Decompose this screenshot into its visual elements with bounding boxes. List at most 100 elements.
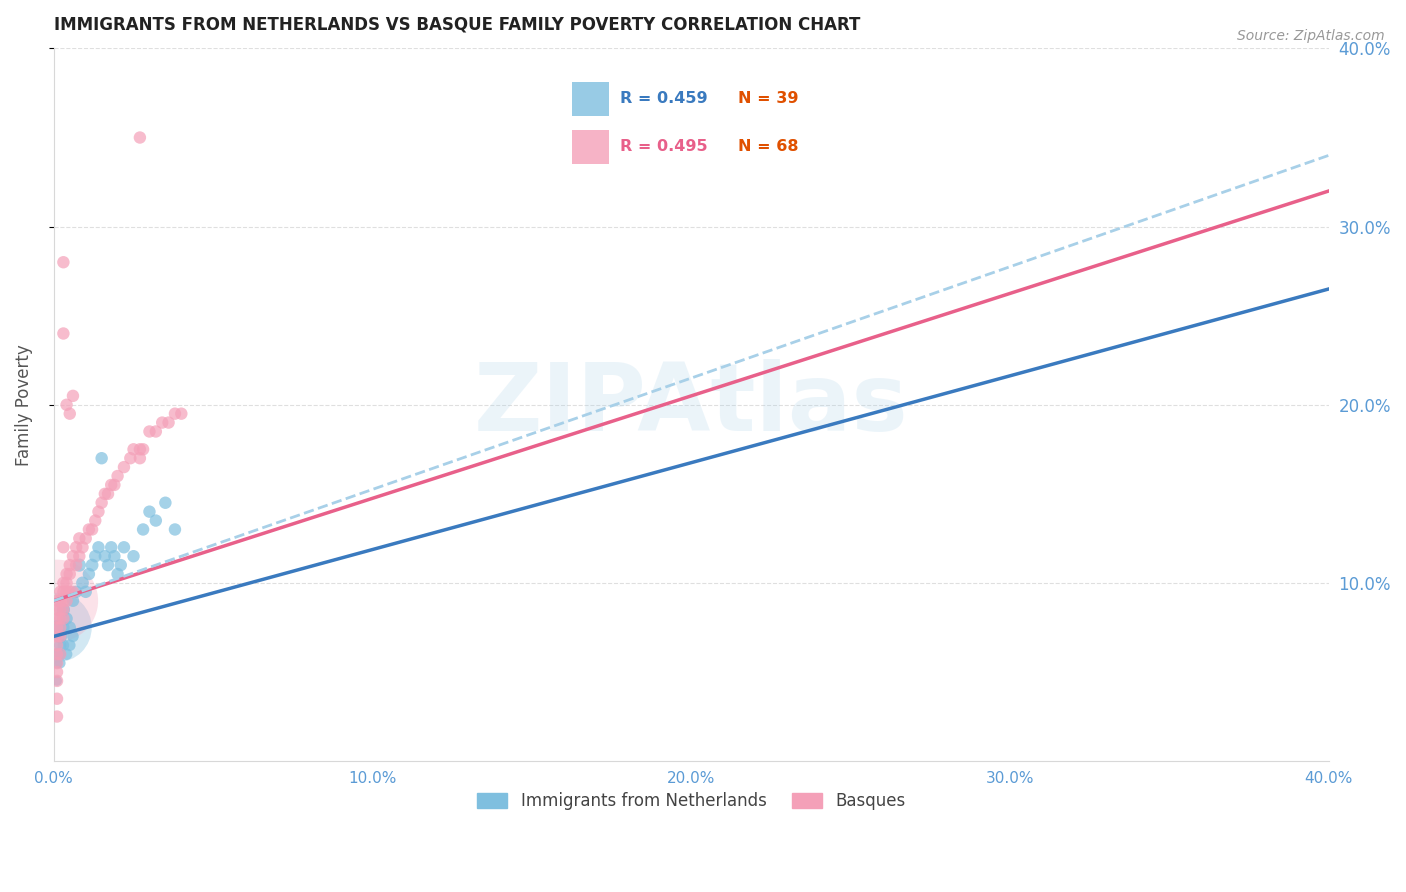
- Point: [59, 558, 82, 573]
- Point: [155, 496, 177, 510]
- Point: [59, 638, 82, 652]
- Point: [46, 629, 69, 643]
- Point: [87, 541, 110, 555]
- Point: [55, 575, 77, 590]
- Point: [65, 541, 87, 555]
- Point: [46, 620, 69, 634]
- Point: [62, 389, 84, 403]
- Point: [150, 416, 173, 430]
- Point: [49, 647, 72, 661]
- Point: [46, 709, 69, 723]
- Point: [46, 647, 69, 661]
- Point: [128, 451, 150, 466]
- Point: [52, 602, 75, 616]
- Point: [145, 514, 167, 528]
- Point: [49, 584, 72, 599]
- Point: [112, 541, 135, 555]
- Point: [62, 629, 84, 643]
- Point: [107, 567, 129, 582]
- Point: [84, 514, 107, 528]
- Point: [49, 602, 72, 616]
- Point: [46, 593, 69, 607]
- Point: [103, 478, 125, 492]
- Point: [52, 593, 75, 607]
- Point: [80, 558, 103, 573]
- Point: [100, 541, 122, 555]
- Text: IMMIGRANTS FROM NETHERLANDS VS BASQUE FAMILY POVERTY CORRELATION CHART: IMMIGRANTS FROM NETHERLANDS VS BASQUE FA…: [53, 15, 860, 33]
- Legend: Immigrants from Netherlands, Basques: Immigrants from Netherlands, Basques: [471, 786, 912, 817]
- Point: [49, 611, 72, 625]
- Point: [75, 532, 97, 546]
- Point: [157, 416, 180, 430]
- Point: [46, 593, 69, 607]
- Point: [46, 665, 69, 679]
- Point: [77, 567, 100, 582]
- Point: [138, 425, 160, 439]
- Point: [55, 593, 77, 607]
- Point: [59, 567, 82, 582]
- Point: [46, 673, 69, 688]
- Point: [52, 611, 75, 625]
- Point: [46, 611, 69, 625]
- Point: [52, 638, 75, 652]
- Point: [132, 523, 155, 537]
- Point: [46, 691, 69, 706]
- Point: [163, 523, 186, 537]
- Point: [49, 638, 72, 652]
- Point: [97, 558, 120, 573]
- Point: [46, 620, 69, 634]
- Point: [49, 620, 72, 634]
- Point: [128, 130, 150, 145]
- Point: [62, 549, 84, 564]
- Point: [59, 407, 82, 421]
- Point: [94, 549, 117, 564]
- Point: [67, 549, 90, 564]
- Point: [49, 656, 72, 670]
- Point: [46, 602, 69, 616]
- Point: [46, 647, 69, 661]
- Point: [62, 593, 84, 607]
- Point: [49, 629, 72, 643]
- Point: [80, 523, 103, 537]
- Point: [65, 584, 87, 599]
- Point: [110, 558, 132, 573]
- Point: [46, 656, 69, 670]
- Point: [55, 398, 77, 412]
- Point: [46, 638, 69, 652]
- Point: [138, 505, 160, 519]
- Point: [59, 620, 82, 634]
- Point: [46, 620, 69, 634]
- Point: [67, 558, 90, 573]
- Point: [72, 575, 94, 590]
- Point: [59, 584, 82, 599]
- Point: [62, 584, 84, 599]
- Point: [94, 487, 117, 501]
- Point: [49, 629, 72, 643]
- Point: [49, 593, 72, 607]
- Point: [55, 567, 77, 582]
- Point: [122, 549, 145, 564]
- Point: [52, 541, 75, 555]
- Point: [52, 575, 75, 590]
- Point: [120, 451, 142, 466]
- Point: [100, 478, 122, 492]
- Point: [145, 425, 167, 439]
- Text: ZIPAtlas: ZIPAtlas: [474, 359, 908, 450]
- Point: [170, 407, 193, 421]
- Point: [128, 442, 150, 457]
- Point: [55, 647, 77, 661]
- Point: [65, 558, 87, 573]
- Point: [52, 620, 75, 634]
- Point: [132, 442, 155, 457]
- Point: [107, 469, 129, 483]
- Point: [122, 442, 145, 457]
- Point: [49, 647, 72, 661]
- Point: [52, 584, 75, 599]
- Point: [112, 460, 135, 475]
- Point: [84, 549, 107, 564]
- Point: [103, 549, 125, 564]
- Point: [55, 611, 77, 625]
- Point: [75, 584, 97, 599]
- Point: [97, 487, 120, 501]
- Point: [46, 656, 69, 670]
